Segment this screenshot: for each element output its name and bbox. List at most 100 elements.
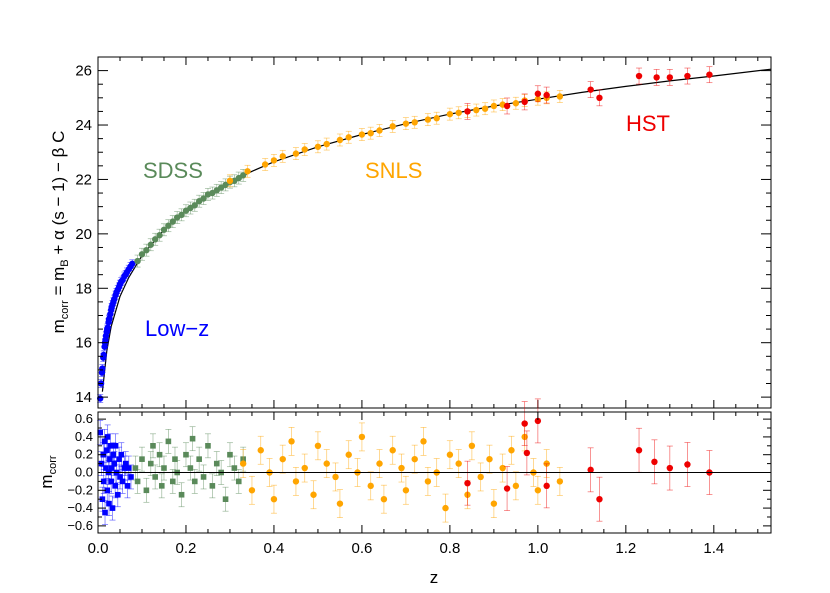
low-z-residual-marker <box>122 460 129 467</box>
x-tick-label: 1.4 <box>703 540 724 557</box>
residual-x-ticks: 0.0 0.2 0.4 0.6 0.8 1.0 1.2 1.4 <box>88 412 759 557</box>
res-y-tick-label: −0.2 <box>67 482 93 497</box>
snls-point-marker <box>556 93 564 100</box>
snls-residual-marker <box>288 438 295 445</box>
low-z-residual-marker <box>103 465 109 471</box>
snls-residual-marker <box>556 478 564 485</box>
x-tick-label: 0.4 <box>264 540 285 557</box>
snls-residual-marker <box>257 447 264 454</box>
snls-residual <box>512 471 520 501</box>
sdss-residual-marker <box>189 435 196 442</box>
low-z-point-marker <box>99 365 106 372</box>
hst-residual <box>521 401 528 446</box>
sdss-residual <box>160 455 167 481</box>
residual-ylabel-sub: corr <box>47 455 59 474</box>
hst-point <box>503 97 511 115</box>
snls-residual <box>380 484 388 514</box>
snls-residual-marker <box>336 500 344 507</box>
sdss-point-marker <box>143 246 150 254</box>
sdss-residual-marker <box>222 496 229 502</box>
snls-point <box>270 154 278 167</box>
snls-point-marker <box>270 157 278 164</box>
low-z-residual-marker <box>107 456 113 462</box>
snls-point-marker <box>512 100 520 107</box>
snls-residual-marker <box>477 473 484 481</box>
low-z-residual-marker <box>108 465 115 471</box>
snls-point-marker <box>358 131 366 138</box>
sdss-residual-marker <box>235 478 242 485</box>
main-x-ticks <box>97 57 759 408</box>
snls-residual <box>398 453 405 483</box>
snls-point-marker <box>424 116 432 123</box>
main-y-tick-label: 16 <box>75 335 92 352</box>
snls-residual <box>279 444 286 474</box>
snls-point <box>473 103 480 117</box>
hst-residual-marker <box>596 495 603 503</box>
sdss-residual-marker <box>161 465 167 471</box>
snls-residual <box>534 475 542 505</box>
sdss-point <box>134 254 141 268</box>
res-y-tick-label: 0.4 <box>75 429 93 444</box>
sdss-residual-marker <box>165 438 172 445</box>
low-z-residual-marker <box>107 443 114 449</box>
hst-residual <box>596 476 603 522</box>
snls-residual <box>270 484 278 514</box>
snls-residual-marker <box>301 464 308 472</box>
sdss-residual-marker <box>134 478 141 485</box>
hst-point-marker <box>653 74 660 81</box>
hst-point-marker <box>666 74 674 81</box>
sdss-point-marker <box>147 241 154 248</box>
low-z-residual-marker <box>108 478 114 485</box>
snls-residual <box>486 444 493 474</box>
hst-residual <box>635 427 643 473</box>
sdss-residual <box>182 442 189 468</box>
snls-residual <box>314 431 322 461</box>
res-y-tick-label: 0.6 <box>75 411 93 426</box>
hst-residual-marker <box>684 461 691 468</box>
snls-point <box>556 90 564 103</box>
sdss-residual <box>204 433 211 459</box>
sdss-residual-marker <box>231 465 238 471</box>
snls-residual-marker <box>358 433 366 441</box>
sdss-point-marker <box>156 232 163 239</box>
hst-point-marker <box>587 86 594 93</box>
snls-residual <box>345 440 352 470</box>
hst-residual <box>666 445 674 491</box>
low-z-residual-marker <box>111 460 118 467</box>
hst-residual <box>464 460 471 506</box>
sdss-residual-marker <box>209 483 216 489</box>
hst-point <box>653 69 660 86</box>
snls-residual-marker <box>239 460 247 467</box>
sdss-residual <box>152 464 159 490</box>
hst-point-marker <box>684 72 691 80</box>
hst-residual <box>503 466 511 511</box>
sdss-residual-marker <box>139 456 145 462</box>
low-z-residual-marker <box>100 478 107 485</box>
main-ylabel-sub-b: B <box>59 259 71 266</box>
snls-residual <box>389 435 396 465</box>
sdss-label: SDSS <box>143 158 203 183</box>
low-z-residual-marker <box>101 438 108 445</box>
snls-residual-marker <box>402 487 410 494</box>
res-y-tick-label: 0.2 <box>75 447 93 462</box>
low-z-residual-marker <box>99 496 106 502</box>
sdss-residual <box>189 426 196 452</box>
hst-point <box>706 66 713 84</box>
snls-residual-marker <box>376 460 383 467</box>
snls-point <box>411 115 418 129</box>
snls-point-marker <box>244 168 251 175</box>
sdss-residual-marker <box>172 456 178 462</box>
snls-point <box>490 99 498 113</box>
snls-residual <box>248 475 256 505</box>
snls-residual-marker <box>446 451 454 458</box>
snls-residual-marker <box>332 473 339 481</box>
low-z-residual-marker <box>114 491 121 498</box>
low-z-label: Low−z <box>145 316 209 341</box>
snls-point-marker <box>367 129 374 137</box>
snls-point <box>314 140 322 154</box>
snls-point-marker <box>279 153 286 160</box>
hst-residual <box>684 442 691 487</box>
main-y-tick-label: 20 <box>75 226 92 243</box>
snls-residual-marker <box>512 482 520 490</box>
snls-residual <box>310 480 317 510</box>
